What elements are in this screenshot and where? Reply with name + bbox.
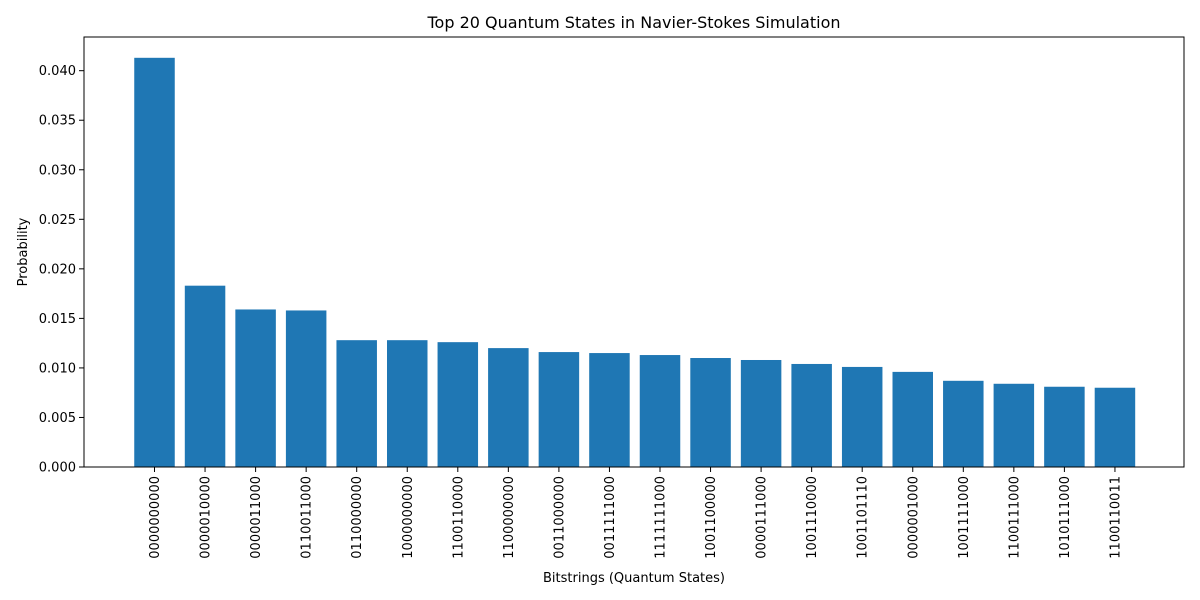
- plot-frame: [83, 36, 1185, 468]
- bar: [235, 309, 276, 467]
- x-tick-label: 0110011000: [300, 476, 315, 559]
- bar: [791, 363, 832, 467]
- bar: [437, 342, 479, 467]
- y-tick-label: 0.035: [39, 114, 76, 129]
- y-tick-label: 0.005: [39, 411, 76, 426]
- x-tick-label: 0000010000: [199, 476, 214, 559]
- x-tick-label: 1001101110: [856, 476, 871, 559]
- x-tick-label: 1100000000: [502, 476, 517, 559]
- y-axis: 0.000 0.005 0.010 0.015 0.020 0.025 0.030 0.035…: [39, 64, 84, 476]
- y-tick-label: 0.010: [39, 361, 76, 376]
- bar: [1094, 387, 1136, 467]
- x-tick-label: 0000011000: [249, 476, 264, 559]
- chart-title: Top 20 Quantum States in Navier-Stokes S…: [426, 13, 840, 32]
- x-tick-label: 0011000000: [552, 476, 567, 559]
- bar: [387, 340, 428, 467]
- y-tick-label: 0.000: [39, 461, 76, 476]
- x-tick-label: 1000000000: [401, 476, 416, 559]
- bar: [538, 352, 580, 467]
- x-axis-label: Bitstrings (Quantum States): [543, 571, 725, 586]
- x-tick-label: 0000000000: [148, 476, 163, 559]
- bar: [134, 57, 175, 467]
- bar: [336, 340, 377, 467]
- y-tick-label: 0.040: [39, 64, 76, 79]
- y-tick-label: 0.015: [39, 312, 76, 327]
- bar: [841, 366, 883, 467]
- bar: [993, 383, 1035, 467]
- bar: [488, 348, 529, 467]
- bar: [1044, 386, 1085, 467]
- bar: [690, 358, 731, 467]
- x-tick-label: 1010111000: [1058, 476, 1073, 559]
- x-tick-label: 0011111000: [603, 476, 618, 559]
- bar: [943, 380, 984, 467]
- bar: [639, 355, 681, 467]
- y-tick-label: 0.025: [39, 213, 76, 228]
- x-tick-label: 1111111000: [654, 476, 669, 559]
- bars-group: [134, 57, 1136, 467]
- bar: [589, 353, 630, 467]
- y-axis-label: Probability: [16, 217, 31, 286]
- x-tick-label: 1001110000: [805, 476, 820, 559]
- x-tick-label: 1001100000: [704, 476, 719, 559]
- bar: [740, 359, 782, 467]
- x-tick-label: 1100110011: [1108, 476, 1123, 559]
- x-axis: 0000000000 0000010000 0000011000 0110011000…: [148, 467, 1123, 559]
- x-tick-label: 0110000000: [350, 476, 365, 559]
- y-tick-label: 0.030: [39, 163, 76, 178]
- bar: [892, 371, 933, 467]
- x-tick-label: 0000111000: [755, 476, 770, 559]
- y-tick-label: 0.020: [39, 262, 76, 277]
- x-tick-label: 1001111000: [957, 476, 972, 559]
- bar: [184, 285, 226, 467]
- x-tick-label: 1100111000: [1007, 476, 1022, 559]
- bar: [285, 310, 327, 467]
- x-tick-label: 0000001000: [906, 476, 921, 559]
- x-tick-label: 1100110000: [451, 476, 466, 559]
